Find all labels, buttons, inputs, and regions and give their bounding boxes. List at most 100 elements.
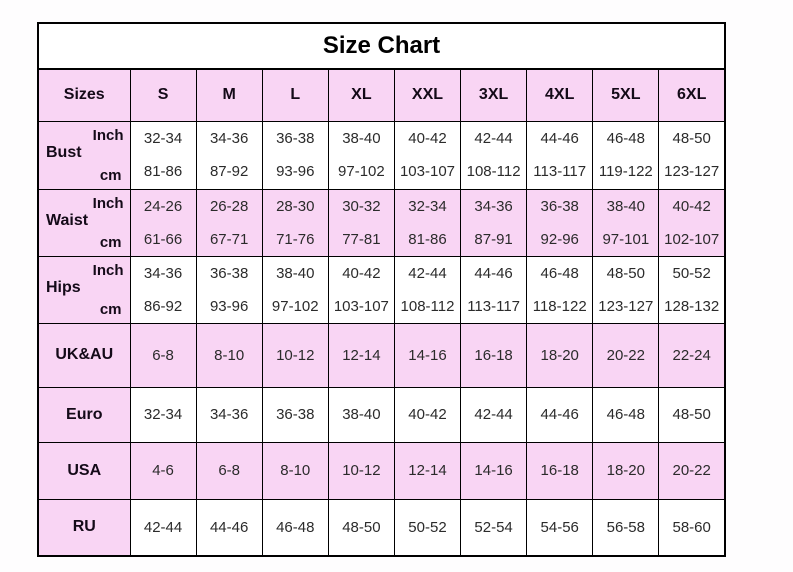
inch-value: 26-28 [209,197,249,215]
inch-value: 42-44 [474,130,513,147]
cm-value: 123-127 [664,163,720,180]
value-cell: 10-12 [261,322,329,388]
cm-value: 108-112 [400,297,455,315]
table-row-hips: Inch Hips cm 34-36 86-92 36-38 93-96 38-40 97-10… [37,255,726,324]
inch-cm-stack: 34-36 86-92 [131,257,196,323]
row-label-waist: Inch Waist cm [37,188,131,257]
table-row-bust: Inch Bust cm 32-34 81-86 34-36 87-92 36-38 93-96… [37,120,726,190]
cm-value: 67-71 [209,230,249,248]
value-cell: 42-44 108-112 [460,120,528,190]
unit-inch-label: Inch [92,261,124,279]
value-cell: 54-56 [526,498,594,557]
column-header-size: 6XL [658,68,726,122]
cm-value: 92-96 [540,230,579,248]
inch-cm-stack: 40-42 103-107 [395,122,460,188]
cm-value: 77-81 [342,230,381,248]
inch-cm-stack: 46-48 119-122 [593,122,658,188]
inch-value: 46-48 [540,264,579,282]
value-cell: 44-46 [526,386,594,443]
row-label-bust: Inch Bust cm [37,120,131,190]
value-cell: 22-24 [658,322,726,388]
inch-cm-stack: 42-44 108-112 [461,122,526,188]
column-header-sizes: Sizes [37,68,131,122]
inch-value: 24-26 [143,197,183,215]
cm-value: 118-122 [532,297,587,315]
inch-cm-stack: 40-42 102-107 [659,190,724,256]
value-cell: 44-46 [195,498,263,557]
cm-value: 61-66 [143,230,183,248]
value-cell: 46-48 119-122 [592,120,660,190]
value-cell: 48-50 123-127 [658,120,726,190]
cm-value: 102-107 [664,230,720,248]
inch-cm-stack: 34-36 87-92 [197,122,262,188]
inch-cm-stack: 38-40 97-102 [263,257,328,323]
cm-value: 81-86 [408,230,447,248]
inch-value: 30-32 [342,197,381,215]
column-header-size: S [129,68,197,122]
value-cell: 20-22 [658,441,726,500]
value-cell: 44-46 113-117 [460,255,528,324]
inch-cm-stack: 36-38 93-96 [263,122,328,188]
inch-cm-stack: 42-44 108-112 [395,257,460,323]
inch-cm-stack: 24-26 61-66 [131,190,196,256]
inch-value: 50-52 [672,264,711,282]
value-cell: 20-22 [592,322,660,388]
inch-value: 46-48 [606,130,645,147]
cm-value: 97-101 [602,230,650,248]
value-cell: 38-40 97-102 [261,255,329,324]
value-cell: 48-50 [658,386,726,443]
inch-cm-stack: 30-32 77-81 [329,190,394,256]
title-row: Size Chart [37,22,726,70]
value-cell: 34-36 87-91 [460,188,528,257]
row-label-hips: Inch Hips cm [37,255,131,324]
inch-cm-stack: 32-34 81-86 [131,122,196,188]
inch-value: 36-38 [540,197,579,215]
value-cell: 52-54 [460,498,528,557]
row-label-euro: Euro [37,386,131,443]
value-cell: 40-42 [393,386,462,443]
value-cell: 32-34 81-86 [393,188,462,257]
unit-inch-label: Inch [92,126,124,144]
value-cell: 48-50 123-127 [592,255,660,324]
inch-cm-stack: 40-42 103-107 [329,257,394,323]
value-cell: 8-10 [195,322,263,388]
column-header-size: M [195,68,263,122]
value-cell: 40-42 103-107 [393,120,462,190]
inch-cm-stack: 34-36 87-91 [461,190,526,256]
table-row-ukau: UK&AU 6-8 8-10 10-12 12-14 14-16 16-18 18-20 20-… [37,322,726,388]
inch-value: 34-36 [474,197,513,215]
value-cell: 36-38 [261,386,329,443]
value-cell: 56-58 [592,498,660,557]
value-cell: 30-32 77-81 [327,188,395,257]
value-cell: 10-12 [327,441,395,500]
value-cell: 38-40 97-101 [592,188,660,257]
value-cell: 32-34 81-86 [129,120,197,190]
inch-cm-stack: 44-46 113-117 [461,257,526,323]
measurement-name: Bust [46,143,82,161]
cm-value: 87-92 [209,163,249,180]
cm-value: 103-107 [333,297,389,315]
inch-cm-stack: 38-40 97-102 [329,122,394,188]
value-cell: 38-40 [327,386,395,443]
value-cell: 32-34 [129,386,197,443]
value-cell: 18-20 [526,322,594,388]
table-row-euro: Euro 32-34 34-36 36-38 38-40 40-42 42-44 44-46 4… [37,386,726,443]
value-cell: 46-48 [261,498,329,557]
inch-value: 34-36 [143,264,183,282]
row-label-ukau: UK&AU [37,322,131,388]
cm-value: 119-122 [598,163,653,180]
inch-value: 48-50 [672,130,711,147]
value-cell: 12-14 [393,441,462,500]
inch-cm-stack: 46-48 118-122 [527,257,592,323]
value-cell: 36-38 93-96 [195,255,263,324]
cm-value: 87-91 [474,230,513,248]
value-cell: 50-52 128-132 [658,255,726,324]
value-cell: 34-36 86-92 [129,255,197,324]
value-cell: 16-18 [460,322,528,388]
column-header-size: 5XL [592,68,660,122]
column-header-size: L [261,68,329,122]
value-cell: 14-16 [393,322,462,388]
cm-value: 86-92 [143,297,183,315]
inch-cm-stack: 38-40 97-101 [593,190,658,256]
unit-cm-label: cm [99,233,122,251]
